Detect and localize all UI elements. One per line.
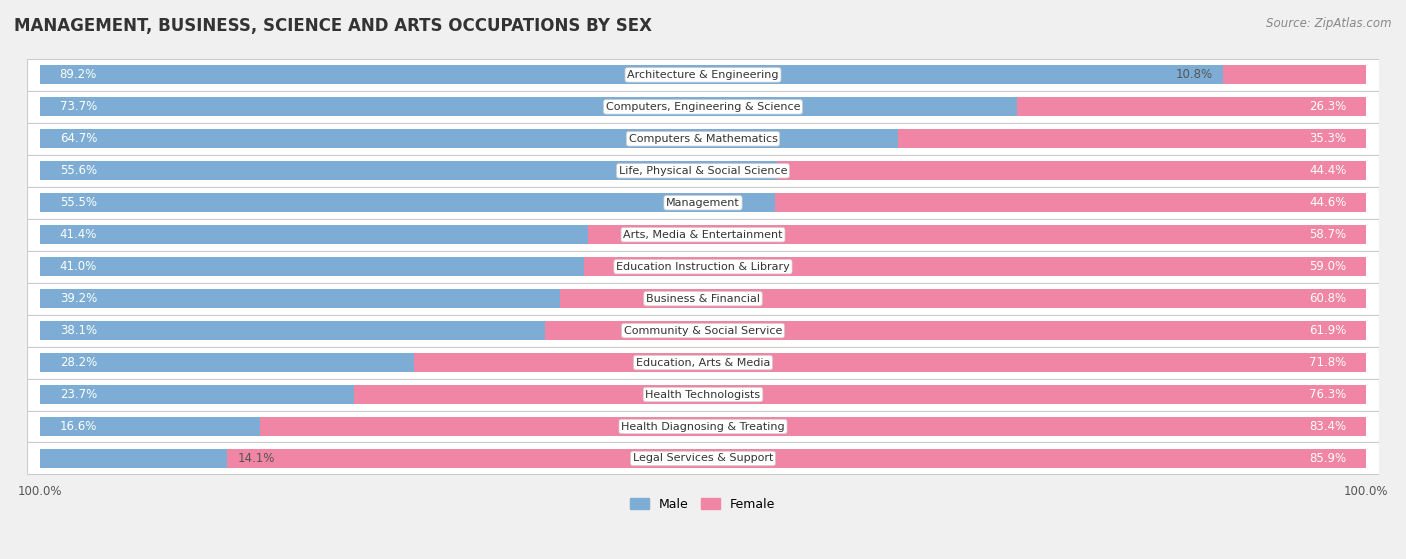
Bar <box>413 353 1367 372</box>
Text: 35.3%: 35.3% <box>1309 132 1347 145</box>
Text: Architecture & Engineering: Architecture & Engineering <box>627 70 779 80</box>
Text: 41.0%: 41.0% <box>59 260 97 273</box>
Text: Health Technologists: Health Technologists <box>645 390 761 400</box>
Text: Business & Financial: Business & Financial <box>645 293 761 304</box>
Text: 58.7%: 58.7% <box>1309 228 1347 241</box>
FancyBboxPatch shape <box>27 155 1379 187</box>
Text: 61.9%: 61.9% <box>1309 324 1347 337</box>
Legend: Male, Female: Male, Female <box>626 492 780 515</box>
FancyBboxPatch shape <box>27 219 1379 250</box>
Bar <box>39 193 776 212</box>
Bar <box>39 321 546 340</box>
Bar <box>775 193 1367 212</box>
Text: 28.2%: 28.2% <box>59 356 97 369</box>
Text: 59.0%: 59.0% <box>1309 260 1347 273</box>
FancyBboxPatch shape <box>27 443 1379 475</box>
Text: 16.6%: 16.6% <box>59 420 97 433</box>
Bar <box>1223 65 1367 84</box>
Text: 55.5%: 55.5% <box>59 196 97 209</box>
FancyBboxPatch shape <box>27 347 1379 378</box>
Bar <box>39 65 1223 84</box>
Text: 41.4%: 41.4% <box>59 228 97 241</box>
Text: 14.1%: 14.1% <box>238 452 274 465</box>
Bar <box>39 353 413 372</box>
Bar <box>39 257 583 276</box>
Bar <box>778 161 1367 181</box>
Text: 39.2%: 39.2% <box>59 292 97 305</box>
Bar <box>260 417 1367 436</box>
Bar <box>898 129 1367 149</box>
Text: 64.7%: 64.7% <box>59 132 97 145</box>
Text: 85.9%: 85.9% <box>1309 452 1347 465</box>
Text: Health Diagnosing & Treating: Health Diagnosing & Treating <box>621 421 785 432</box>
Bar <box>354 385 1367 404</box>
Bar <box>583 257 1367 276</box>
Text: 89.2%: 89.2% <box>59 68 97 82</box>
Text: 60.8%: 60.8% <box>1309 292 1347 305</box>
Text: 73.7%: 73.7% <box>59 101 97 113</box>
Text: 44.4%: 44.4% <box>1309 164 1347 177</box>
FancyBboxPatch shape <box>27 283 1379 315</box>
Bar <box>39 161 778 181</box>
Text: Life, Physical & Social Science: Life, Physical & Social Science <box>619 166 787 176</box>
FancyBboxPatch shape <box>27 187 1379 219</box>
Text: 23.7%: 23.7% <box>59 388 97 401</box>
Bar <box>39 289 560 308</box>
Bar <box>39 225 589 244</box>
FancyBboxPatch shape <box>27 91 1379 123</box>
FancyBboxPatch shape <box>27 250 1379 283</box>
Text: Arts, Media & Entertainment: Arts, Media & Entertainment <box>623 230 783 240</box>
Text: 10.8%: 10.8% <box>1175 68 1212 82</box>
Bar <box>39 449 226 468</box>
Text: 44.6%: 44.6% <box>1309 196 1347 209</box>
Bar <box>560 289 1367 308</box>
Text: Source: ZipAtlas.com: Source: ZipAtlas.com <box>1267 17 1392 30</box>
Bar <box>39 97 1018 116</box>
Text: Legal Services & Support: Legal Services & Support <box>633 453 773 463</box>
Text: Computers, Engineering & Science: Computers, Engineering & Science <box>606 102 800 112</box>
Text: Education Instruction & Library: Education Instruction & Library <box>616 262 790 272</box>
Bar <box>39 129 898 149</box>
Bar <box>39 385 354 404</box>
Text: Community & Social Service: Community & Social Service <box>624 326 782 335</box>
FancyBboxPatch shape <box>27 378 1379 410</box>
Bar <box>39 417 260 436</box>
Text: Computers & Mathematics: Computers & Mathematics <box>628 134 778 144</box>
Text: 76.3%: 76.3% <box>1309 388 1347 401</box>
Text: Education, Arts & Media: Education, Arts & Media <box>636 358 770 368</box>
Bar <box>1018 97 1367 116</box>
Text: 38.1%: 38.1% <box>59 324 97 337</box>
Bar <box>588 225 1367 244</box>
FancyBboxPatch shape <box>27 315 1379 347</box>
FancyBboxPatch shape <box>27 59 1379 91</box>
Text: Management: Management <box>666 198 740 208</box>
Bar <box>226 449 1367 468</box>
Bar <box>546 321 1367 340</box>
Text: 26.3%: 26.3% <box>1309 101 1347 113</box>
Text: 71.8%: 71.8% <box>1309 356 1347 369</box>
FancyBboxPatch shape <box>27 410 1379 443</box>
FancyBboxPatch shape <box>27 123 1379 155</box>
Text: 83.4%: 83.4% <box>1309 420 1347 433</box>
Text: MANAGEMENT, BUSINESS, SCIENCE AND ARTS OCCUPATIONS BY SEX: MANAGEMENT, BUSINESS, SCIENCE AND ARTS O… <box>14 17 652 35</box>
Text: 55.6%: 55.6% <box>59 164 97 177</box>
